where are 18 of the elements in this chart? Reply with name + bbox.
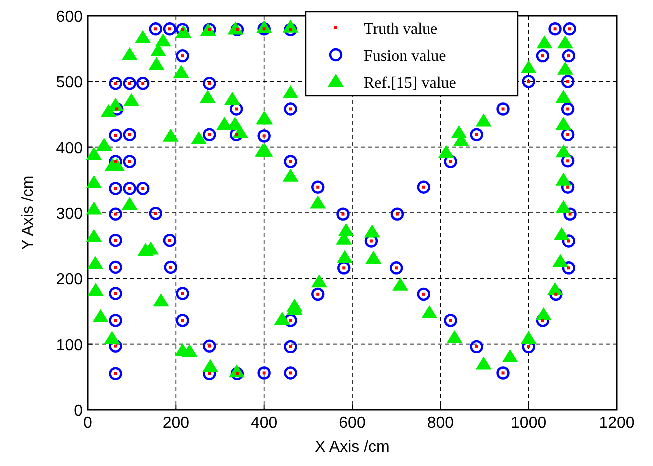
x-tick-label: 1200 <box>599 415 635 432</box>
y-tick-label: 0 <box>74 403 84 420</box>
x-axis-title: X Axis /cm <box>315 439 390 456</box>
y-tick-label: 600 <box>56 9 84 26</box>
x-tick-label: 400 <box>250 415 278 432</box>
y-tick-label: 500 <box>56 74 84 92</box>
y-tick-label: 400 <box>56 140 84 158</box>
x-tick-label: 1000 <box>511 415 547 432</box>
y-tick-label: 200 <box>56 272 84 289</box>
y-tick-label: 300 <box>56 206 84 223</box>
x-tick-label: 600 <box>339 415 366 432</box>
x-tick-label: 800 <box>427 415 454 432</box>
x-tick-label: 200 <box>162 415 190 432</box>
y-axis-title: Y Axis /cm <box>20 176 37 250</box>
legend-label: Fusion value <box>364 48 446 65</box>
legend-label: Ref.[15] value <box>364 75 456 92</box>
y-tick-label: 100 <box>56 337 84 354</box>
legend-label: Truth value <box>364 21 438 38</box>
